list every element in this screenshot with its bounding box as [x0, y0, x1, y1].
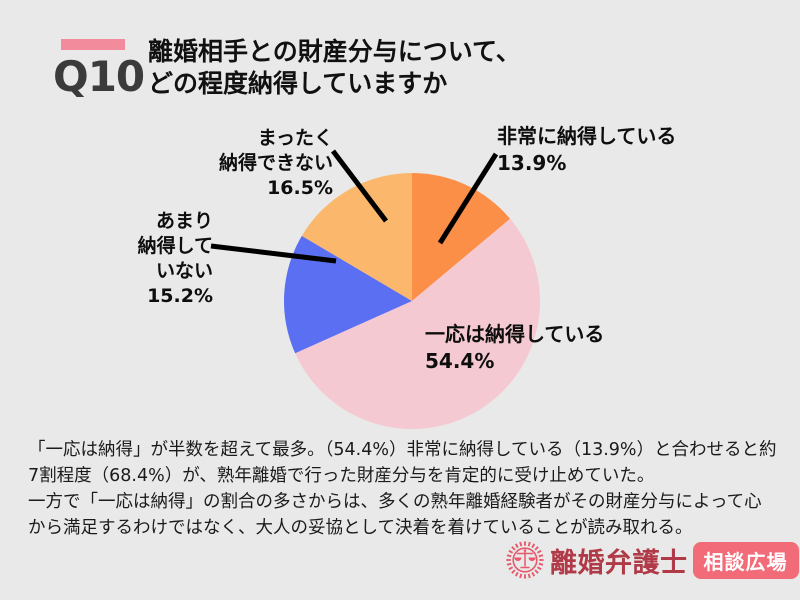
question-accent-bar [61, 39, 125, 50]
leader-line-1 [210, 243, 337, 264]
leader-line-0 [437, 152, 499, 245]
brand-name: 離婚弁護士 [550, 547, 688, 579]
pie-label-amari-pct: 15.2% [147, 285, 213, 307]
brand-badge: 相談広場 [692, 541, 799, 579]
pie-label-amari: あまり 納得して いない 15.2% [93, 209, 213, 309]
brand-logo: 離婚弁護士 相談広場 [505, 539, 799, 581]
analysis-line: 「一応は納得」が半数を超えて最多。（54.4%）非常に納得している（13.9%）… [28, 440, 777, 460]
pie-label-ichiou-pct: 54.4% [425, 349, 495, 373]
analysis-line: 7割程度（68.4%）が、熟年離婚で行った財産分与を肯定的に受け止めていた。 [28, 466, 655, 486]
page-title-line1: 離婚相手との財産分与について、 [148, 37, 521, 66]
analysis-text: 「一応は納得」が半数を超えて最多。（54.4%）非常に納得している（13.9%）… [28, 437, 788, 541]
pie-slice-3 [301, 173, 412, 301]
pie-slice-2 [284, 235, 412, 354]
analysis-line: 一方で「一応は納得」の割合の多さからは、多くの熟年離婚経験者がその財産分与によっ… [28, 492, 762, 512]
scales-emblem-icon [506, 541, 544, 579]
pie-label-amari-line3: いない [155, 260, 213, 282]
pie-label-amari-line1: あまり [155, 210, 213, 232]
pie-slice-1 [295, 218, 541, 430]
page-title: 離婚相手との財産分与について、 どの程度納得していますか [148, 36, 521, 100]
pie-slice-0 [412, 173, 511, 301]
pie-label-hijou-pct: 13.9% [497, 151, 567, 175]
pie-label-mattaku: まったく 納得できない 16.5% [208, 126, 333, 201]
pie-label-amari-line2: 納得して [137, 235, 213, 257]
pie-label-mattaku-line2: 納得できない [218, 152, 333, 174]
analysis-line: から満足するわけではなく、大人の妥協として決着を着けていることが読み取れる。 [28, 518, 693, 538]
question-number: Q10 [53, 52, 145, 101]
leader-line-2 [331, 149, 388, 223]
pie-label-mattaku-line1: まったく [257, 127, 333, 149]
pie-label-ichiou: 一応は納得している 54.4% [425, 321, 604, 375]
pie-label-hijou-line1: 非常に納得している [497, 124, 677, 148]
pie-label-mattaku-pct: 16.5% [267, 177, 333, 199]
pie-label-hijou: 非常に納得している 13.9% [497, 123, 676, 177]
page-title-line2: どの程度納得していますか [148, 69, 448, 98]
pie-label-ichiou-line1: 一応は納得している [425, 322, 605, 346]
